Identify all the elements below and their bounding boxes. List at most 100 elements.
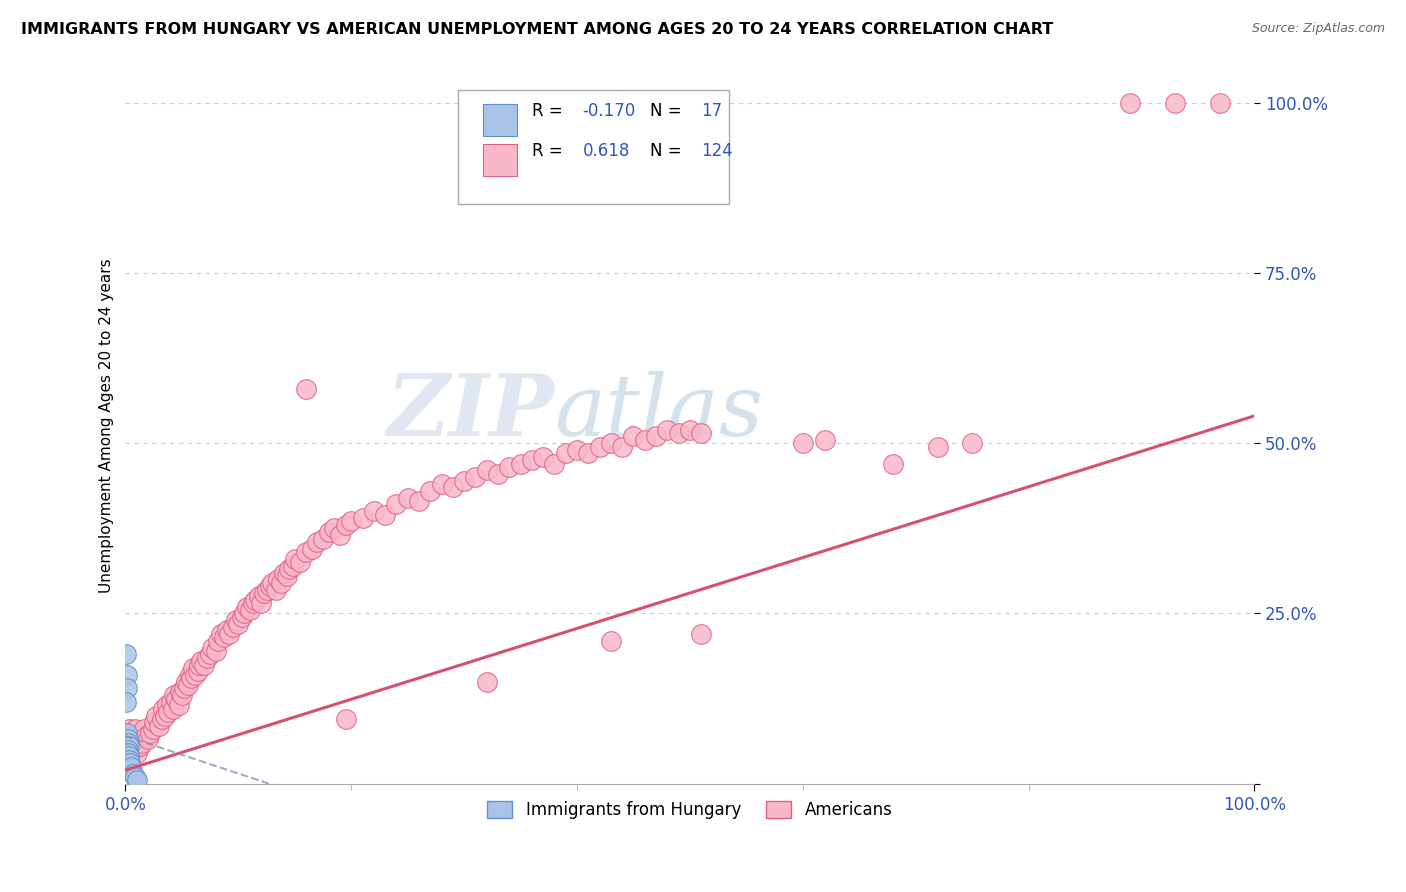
FancyBboxPatch shape — [484, 144, 517, 176]
Text: R =: R = — [531, 142, 568, 160]
Point — [118, 756, 141, 771]
Point — [115, 648, 138, 662]
Point — [318, 524, 340, 539]
Point — [340, 515, 363, 529]
Text: IMMIGRANTS FROM HUNGARY VS AMERICAN UNEMPLOYMENT AMONG AGES 20 TO 24 YEARS CORRE: IMMIGRANTS FROM HUNGARY VS AMERICAN UNEM… — [21, 22, 1053, 37]
Text: N =: N = — [651, 103, 688, 120]
Point — [657, 423, 679, 437]
Point — [464, 470, 486, 484]
Point — [129, 739, 152, 754]
Point — [1119, 95, 1142, 110]
Point — [195, 650, 218, 665]
Point — [209, 627, 232, 641]
Text: 17: 17 — [702, 103, 723, 120]
Point — [118, 739, 141, 754]
Point — [565, 442, 588, 457]
Point — [419, 483, 441, 498]
Point — [215, 624, 238, 638]
Point — [120, 760, 142, 774]
Text: atlas: atlas — [554, 370, 763, 453]
Point — [187, 665, 209, 679]
Point — [115, 725, 138, 739]
Point — [599, 436, 621, 450]
Point — [169, 685, 191, 699]
Point — [163, 688, 186, 702]
Point — [396, 491, 419, 505]
Point — [882, 457, 904, 471]
Point — [153, 708, 176, 723]
Point — [204, 644, 226, 658]
Point — [117, 753, 139, 767]
Point — [124, 732, 146, 747]
Point — [228, 616, 250, 631]
Point — [124, 770, 146, 784]
Point — [690, 425, 713, 440]
Point — [157, 705, 180, 719]
Point — [115, 667, 138, 681]
Point — [118, 749, 141, 764]
Point — [267, 573, 290, 587]
Point — [131, 736, 153, 750]
Point — [122, 742, 145, 756]
Point — [145, 708, 167, 723]
Point — [259, 579, 281, 593]
Point — [554, 446, 576, 460]
Text: -0.170: -0.170 — [582, 103, 636, 120]
Point — [363, 504, 385, 518]
Point — [152, 702, 174, 716]
Point — [323, 521, 346, 535]
Point — [180, 671, 202, 685]
Point — [162, 702, 184, 716]
Point — [623, 429, 645, 443]
Point — [132, 723, 155, 737]
Point — [374, 508, 396, 522]
Point — [612, 440, 634, 454]
Point — [281, 558, 304, 573]
Point — [117, 732, 139, 747]
Text: Source: ZipAtlas.com: Source: ZipAtlas.com — [1251, 22, 1385, 36]
Point — [668, 425, 690, 440]
Point — [1209, 95, 1232, 110]
Point — [128, 729, 150, 743]
Point — [295, 545, 318, 559]
Point — [486, 467, 509, 481]
Point — [231, 610, 253, 624]
Point — [179, 667, 201, 681]
Point — [118, 749, 141, 764]
Text: R =: R = — [531, 103, 568, 120]
Point — [201, 640, 224, 655]
Point — [329, 528, 352, 542]
Point — [176, 674, 198, 689]
Point — [256, 582, 278, 597]
Point — [453, 474, 475, 488]
Point — [176, 678, 198, 692]
Point — [170, 688, 193, 702]
Point — [139, 725, 162, 739]
Point — [301, 541, 323, 556]
Point — [262, 575, 284, 590]
Point — [173, 681, 195, 696]
Point — [135, 729, 157, 743]
Point — [198, 648, 221, 662]
Point — [385, 498, 408, 512]
Point — [276, 569, 298, 583]
Point — [222, 620, 245, 634]
Point — [207, 633, 229, 648]
Point — [543, 457, 565, 471]
Point — [792, 436, 814, 450]
Point — [125, 773, 148, 788]
Point — [576, 446, 599, 460]
Point — [335, 712, 357, 726]
Point — [165, 691, 187, 706]
Point — [250, 596, 273, 610]
Point — [520, 453, 543, 467]
Point — [184, 667, 207, 681]
Point — [960, 436, 983, 450]
Point — [634, 433, 657, 447]
Point — [233, 607, 256, 621]
Point — [270, 575, 292, 590]
Legend: Immigrants from Hungary, Americans: Immigrants from Hungary, Americans — [481, 794, 898, 825]
Point — [120, 736, 142, 750]
Point — [927, 440, 949, 454]
Point — [159, 695, 181, 709]
